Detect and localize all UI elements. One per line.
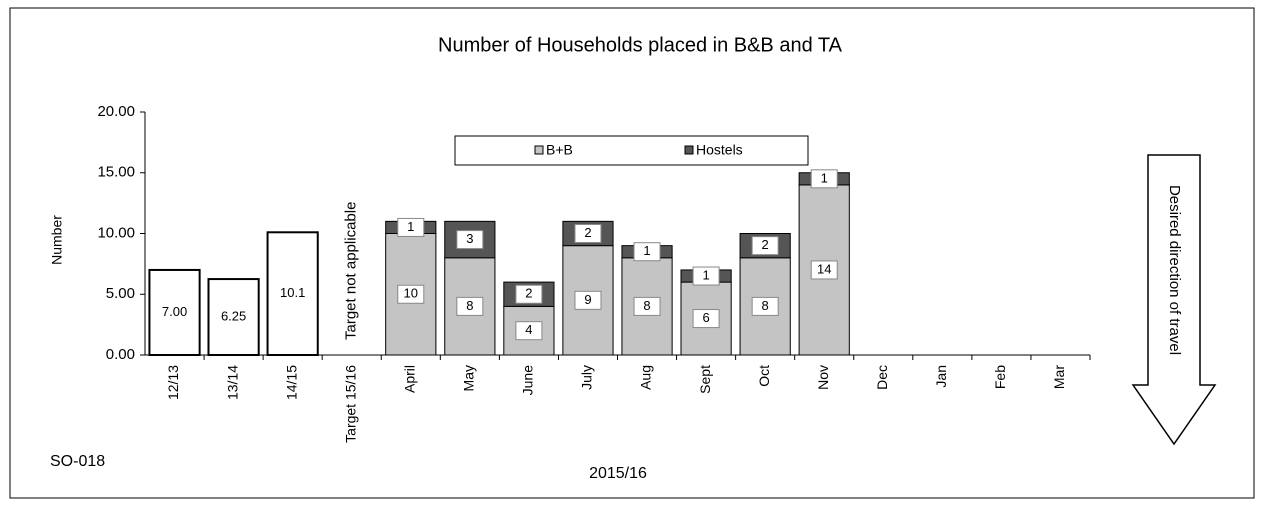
value-label-box [810, 260, 838, 280]
value-label: 1 [407, 219, 414, 234]
value-label-box [751, 236, 779, 256]
value-label-box [397, 217, 425, 237]
y-tick-label: 0.00 [106, 346, 135, 363]
y-tick-label: 15.00 [97, 164, 135, 181]
value-label: 8 [466, 298, 473, 313]
value-label: 14 [817, 261, 831, 276]
value-label-box [633, 242, 661, 262]
x-tick-label: Target 15/16 [342, 365, 358, 443]
value-label: 2 [584, 225, 591, 240]
y-tick-label: 20.00 [97, 103, 135, 120]
value-label-box [574, 224, 602, 243]
value-label-box [397, 284, 425, 304]
x-tick-label: 14/15 [283, 365, 299, 400]
value-label: 8 [762, 298, 769, 313]
x-tick-label: June [520, 365, 536, 396]
legend-swatch [684, 145, 694, 155]
legend-label: Hostels [696, 142, 743, 158]
x-tick-label: Jan [933, 365, 949, 388]
x-tick-label: Oct [756, 365, 772, 387]
value-label-box [161, 303, 188, 322]
x-tick-label: April [401, 365, 417, 393]
value-label: 7.00 [162, 304, 187, 319]
value-label-box [751, 296, 779, 316]
annotation: Target not applicable [343, 202, 360, 340]
value-label: 6 [702, 310, 709, 325]
value-label: 4 [525, 322, 532, 337]
y-tick-label: 10.00 [97, 224, 135, 241]
value-label: 6.25 [221, 308, 246, 323]
value-label-box [633, 296, 661, 316]
value-label: 10.1 [280, 285, 305, 300]
x-tick-label: 13/14 [224, 365, 240, 400]
x-tick-label: July [579, 365, 595, 390]
legend-box [454, 135, 809, 166]
value-label: 8 [643, 298, 650, 313]
x-axis-label: 2015/16 [589, 465, 647, 482]
x-tick-label: Sept [697, 365, 713, 394]
value-label: 3 [466, 231, 473, 246]
x-tick-label: Dec [874, 365, 890, 390]
y-axis-label: Number [49, 215, 65, 265]
value-label-box [515, 284, 543, 304]
direction-text: Desired direction of travel [1166, 185, 1183, 355]
y-tick-label: 5.00 [106, 285, 135, 302]
chart-code: SO-018 [50, 453, 105, 470]
value-label-box [515, 321, 543, 341]
direction-arrow [1131, 154, 1217, 446]
x-tick-label: May [461, 365, 477, 391]
x-tick-label: Nov [815, 365, 831, 390]
value-label: 1 [643, 243, 650, 258]
x-tick-label: 12/13 [165, 365, 181, 400]
x-tick-label: Mar [1051, 365, 1067, 389]
value-label-box [692, 266, 720, 286]
value-label-box [220, 308, 247, 327]
value-label: 2 [762, 237, 769, 252]
legend-swatch [534, 145, 544, 155]
value-label-box [574, 290, 602, 310]
value-label: 2 [525, 286, 532, 301]
value-label-box [456, 230, 484, 250]
value-label: 1 [821, 170, 828, 185]
value-label: 9 [584, 292, 591, 307]
value-label-box [692, 309, 720, 329]
x-tick-label: Feb [992, 365, 1008, 389]
x-tick-label: Aug [638, 365, 654, 390]
value-label: 10 [404, 286, 418, 301]
chart-title: Number of Households placed in B&B and T… [438, 34, 843, 56]
value-label-box [810, 169, 838, 189]
value-label: 1 [702, 267, 709, 282]
value-label-box [279, 284, 306, 303]
value-label-box [456, 296, 484, 316]
legend-label: B+B [546, 142, 573, 158]
frame [9, 7, 1255, 499]
